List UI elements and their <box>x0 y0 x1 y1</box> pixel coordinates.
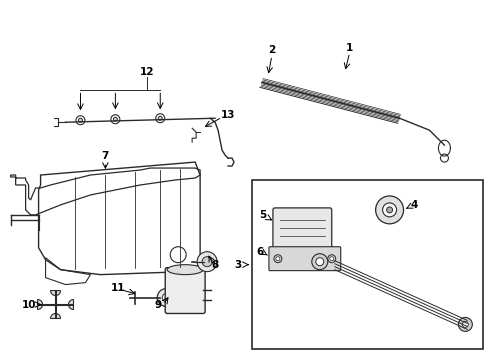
Text: 10: 10 <box>21 300 36 310</box>
Text: 11: 11 <box>111 283 125 293</box>
Circle shape <box>386 207 392 213</box>
Text: 4: 4 <box>410 200 417 210</box>
Circle shape <box>382 203 396 217</box>
Wedge shape <box>38 300 42 310</box>
Text: 5: 5 <box>259 210 266 220</box>
Circle shape <box>462 321 468 328</box>
Wedge shape <box>50 314 61 319</box>
Circle shape <box>197 252 217 272</box>
Text: 9: 9 <box>154 300 162 310</box>
Circle shape <box>329 257 333 261</box>
Circle shape <box>113 117 117 121</box>
Wedge shape <box>50 291 61 296</box>
Circle shape <box>275 257 279 261</box>
Circle shape <box>76 116 85 125</box>
Text: 6: 6 <box>256 247 263 257</box>
Circle shape <box>157 289 175 306</box>
Bar <box>251 180 482 349</box>
Circle shape <box>273 255 281 263</box>
Text: 13: 13 <box>221 110 235 120</box>
FancyBboxPatch shape <box>165 268 204 314</box>
Ellipse shape <box>167 265 203 275</box>
Circle shape <box>111 115 120 124</box>
Circle shape <box>315 258 323 266</box>
Text: 8: 8 <box>211 260 218 270</box>
Text: 7: 7 <box>102 151 109 161</box>
FancyBboxPatch shape <box>272 208 331 250</box>
Circle shape <box>156 114 164 123</box>
FancyBboxPatch shape <box>268 247 340 271</box>
Circle shape <box>162 293 170 302</box>
Circle shape <box>202 257 212 267</box>
Circle shape <box>440 154 447 162</box>
Circle shape <box>78 118 82 122</box>
Text: 2: 2 <box>268 45 275 54</box>
Text: 12: 12 <box>140 67 154 77</box>
Circle shape <box>170 247 186 263</box>
Circle shape <box>327 255 335 263</box>
Circle shape <box>375 196 403 224</box>
Circle shape <box>457 318 471 332</box>
Text: 1: 1 <box>346 42 353 53</box>
Wedge shape <box>68 300 73 310</box>
Circle shape <box>158 116 162 120</box>
Text: 3: 3 <box>234 260 241 270</box>
Circle shape <box>311 254 327 270</box>
Bar <box>252 181 481 348</box>
